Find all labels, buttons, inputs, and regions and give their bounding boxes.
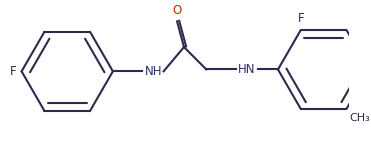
Text: HN: HN: [238, 63, 256, 76]
Text: NH: NH: [145, 65, 162, 78]
Text: CH₃: CH₃: [349, 113, 370, 123]
Text: F: F: [10, 65, 17, 78]
Text: F: F: [298, 12, 304, 25]
Text: O: O: [173, 4, 182, 17]
